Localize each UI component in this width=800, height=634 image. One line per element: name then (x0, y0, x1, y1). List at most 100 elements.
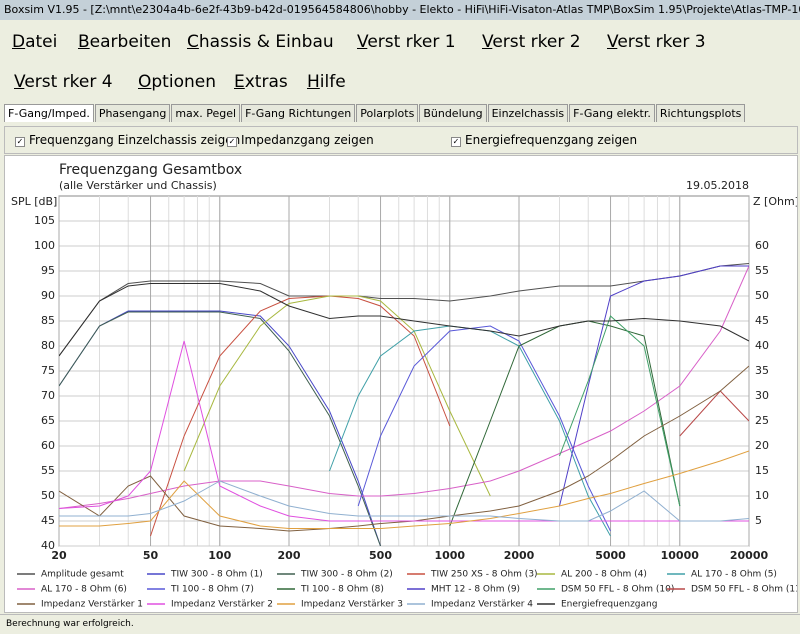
legend-label: Amplitude gesamt (41, 570, 124, 580)
legend-label: TIW 250 XS - 8 Ohm (3) (430, 570, 538, 580)
x-tick-label: 500 (369, 549, 392, 562)
menu-item[interactable]: Datei (12, 32, 58, 52)
series-line (183, 295, 491, 497)
menu-item[interactable]: Verst rker 3 (607, 32, 706, 52)
legend-label: Impedanz Verstärker 1 (41, 600, 143, 610)
legend-label: MHT 12 - 8 Ohm (9) (431, 585, 520, 595)
y2-tick-label: 60 (755, 239, 769, 252)
series-line (59, 283, 749, 357)
legend-label: TI 100 - 8 Ohm (8) (300, 585, 384, 595)
y-tick-label: 75 (41, 364, 55, 377)
legend-label: Impedanz Verstärker 2 (171, 600, 273, 610)
legend-label: Energiefrequenzgang (561, 600, 657, 610)
tab[interactable]: Richtungsplots (655, 104, 746, 122)
chart-date: 19.05.2018 (686, 179, 749, 192)
legend-label: AL 200 - 8 Ohm (4) (561, 570, 647, 580)
x-tick-label: 200 (278, 549, 301, 562)
checkbox[interactable]: ✓ Energiefrequenzgang zeigen (451, 133, 637, 147)
series-line (59, 310, 381, 546)
menu-item[interactable]: Verst rker 2 (482, 32, 581, 52)
y-tick-label: 55 (41, 464, 55, 477)
status-bar: Berechnung war erfolgreich. (0, 614, 800, 634)
menu-item[interactable]: Verst rker 4 (14, 72, 113, 92)
legend-label: TIW 300 - 8 Ohm (1) (170, 570, 263, 580)
checkbox-label[interactable]: Energiefrequenzgang zeigen (465, 133, 638, 147)
menu-item[interactable]: Verst rker 1 (357, 32, 456, 52)
x-tick-label: 10000 (661, 549, 700, 562)
chart-subtitle: (alle Verstärker und Chassis) (59, 179, 217, 192)
series-line (357, 325, 611, 532)
window-title: Boxsim V1.95 - [Z:\mnt\e2304a4b-6e2f-43b… (4, 3, 800, 16)
y2-axis-label: Z [Ohm] (753, 195, 797, 208)
series-line (559, 315, 681, 507)
legend-label: AL 170 - 8 Ohm (5) (691, 570, 777, 580)
menu-item[interactable]: Chassis & Einbau (187, 32, 334, 52)
chart: Frequenzgang Gesamtbox(alle Verstärker u… (11, 162, 800, 610)
legend-label: AL 170 - 8 Ohm (6) (41, 585, 127, 595)
legend-label: TIW 300 - 8 Ohm (2) (300, 570, 393, 580)
tab[interactable]: F-Gang elektr. (569, 104, 655, 122)
y-tick-label: 80 (41, 339, 55, 352)
options-row: ✓ Frequenzgang Einzelchassis zeigen ✓ Imped… (4, 126, 798, 154)
y2-tick-label: 45 (755, 314, 769, 327)
series-line (59, 263, 749, 357)
series-line (559, 265, 749, 507)
y2-tick-label: 20 (755, 439, 769, 452)
checkbox-box[interactable]: ✓ (451, 137, 461, 147)
title-bar: Boxsim V1.95 - [Z:\mnt\e2304a4b-6e2f-43b… (0, 0, 800, 20)
y2-tick-label: 40 (755, 339, 769, 352)
tab[interactable]: F-Gang Richtungen (241, 104, 356, 122)
menu-item[interactable]: Extras (234, 72, 288, 92)
chart-title: Frequenzgang Gesamtbox (59, 162, 242, 178)
series-line (59, 340, 749, 522)
legend-label: Impedanz Verstärker 4 (431, 600, 533, 610)
checkbox-label[interactable]: Impedanzgang zeigen (241, 133, 374, 147)
tab[interactable]: Polarplots (356, 104, 419, 122)
tab[interactable]: Phasengang (94, 104, 171, 122)
y2-tick-label: 5 (755, 514, 762, 527)
legend-label: DSM 50 FFL - 8 Ohm (11) (691, 585, 797, 595)
y2-tick-label: 35 (755, 364, 769, 377)
x-tick-label: 50 (143, 549, 159, 562)
y-axis-label: SPL [dB] (11, 195, 57, 208)
x-tick-label: 20 (51, 549, 67, 562)
chart-panel: Frequenzgang Gesamtbox (alle Verstärker u… (4, 155, 800, 613)
y2-tick-label: 25 (755, 414, 769, 427)
tab[interactable]: Bündelung (419, 104, 487, 122)
y-tick-label: 70 (41, 389, 55, 402)
y-tick-label: 100 (34, 239, 55, 252)
tab-bar: F-Gang/Imped. Phasengang max. Pegel F-Gang … (4, 104, 746, 122)
legend-label: DSM 50 FFL - 8 Ohm (10) (561, 585, 674, 595)
y-tick-label: 65 (41, 414, 55, 427)
checkbox-box[interactable]: ✓ (15, 137, 25, 147)
menu-item[interactable]: Hilfe (307, 72, 346, 92)
menu-item[interactable]: Bearbeiten (78, 32, 172, 52)
tab[interactable]: max. Pegel (171, 104, 241, 122)
menu-item[interactable]: Optionen (138, 72, 216, 92)
status-text: Berechnung war erfolgreich. (6, 619, 134, 629)
checkbox[interactable]: ✓ Frequenzgang Einzelchassis zeigen (15, 133, 240, 147)
y-tick-label: 95 (41, 264, 55, 277)
tab[interactable]: F-Gang/Imped. (4, 104, 94, 122)
checkbox[interactable]: ✓ Impedanzgang zeigen (227, 133, 374, 147)
y2-tick-label: 10 (755, 489, 769, 502)
y-tick-label: 40 (41, 539, 55, 552)
x-tick-label: 20000 (730, 549, 769, 562)
y-tick-label: 45 (41, 514, 55, 527)
tab[interactable]: Einzelchassis (487, 104, 569, 122)
series-line (150, 295, 451, 537)
series-line (59, 365, 749, 532)
x-tick-label: 100 (208, 549, 231, 562)
legend-label: Impedanz Verstärker 3 (301, 600, 403, 610)
checkbox-label[interactable]: Frequenzgang Einzelchassis zeigen (29, 133, 241, 147)
series-line (59, 450, 749, 529)
x-tick-label: 2000 (504, 549, 535, 562)
y-tick-label: 85 (41, 314, 55, 327)
y-tick-label: 105 (34, 214, 55, 227)
series-line (59, 480, 749, 522)
y-tick-label: 50 (41, 489, 55, 502)
checkbox-box[interactable]: ✓ (227, 137, 237, 147)
y2-tick-label: 15 (755, 464, 769, 477)
series-line (59, 311, 381, 546)
